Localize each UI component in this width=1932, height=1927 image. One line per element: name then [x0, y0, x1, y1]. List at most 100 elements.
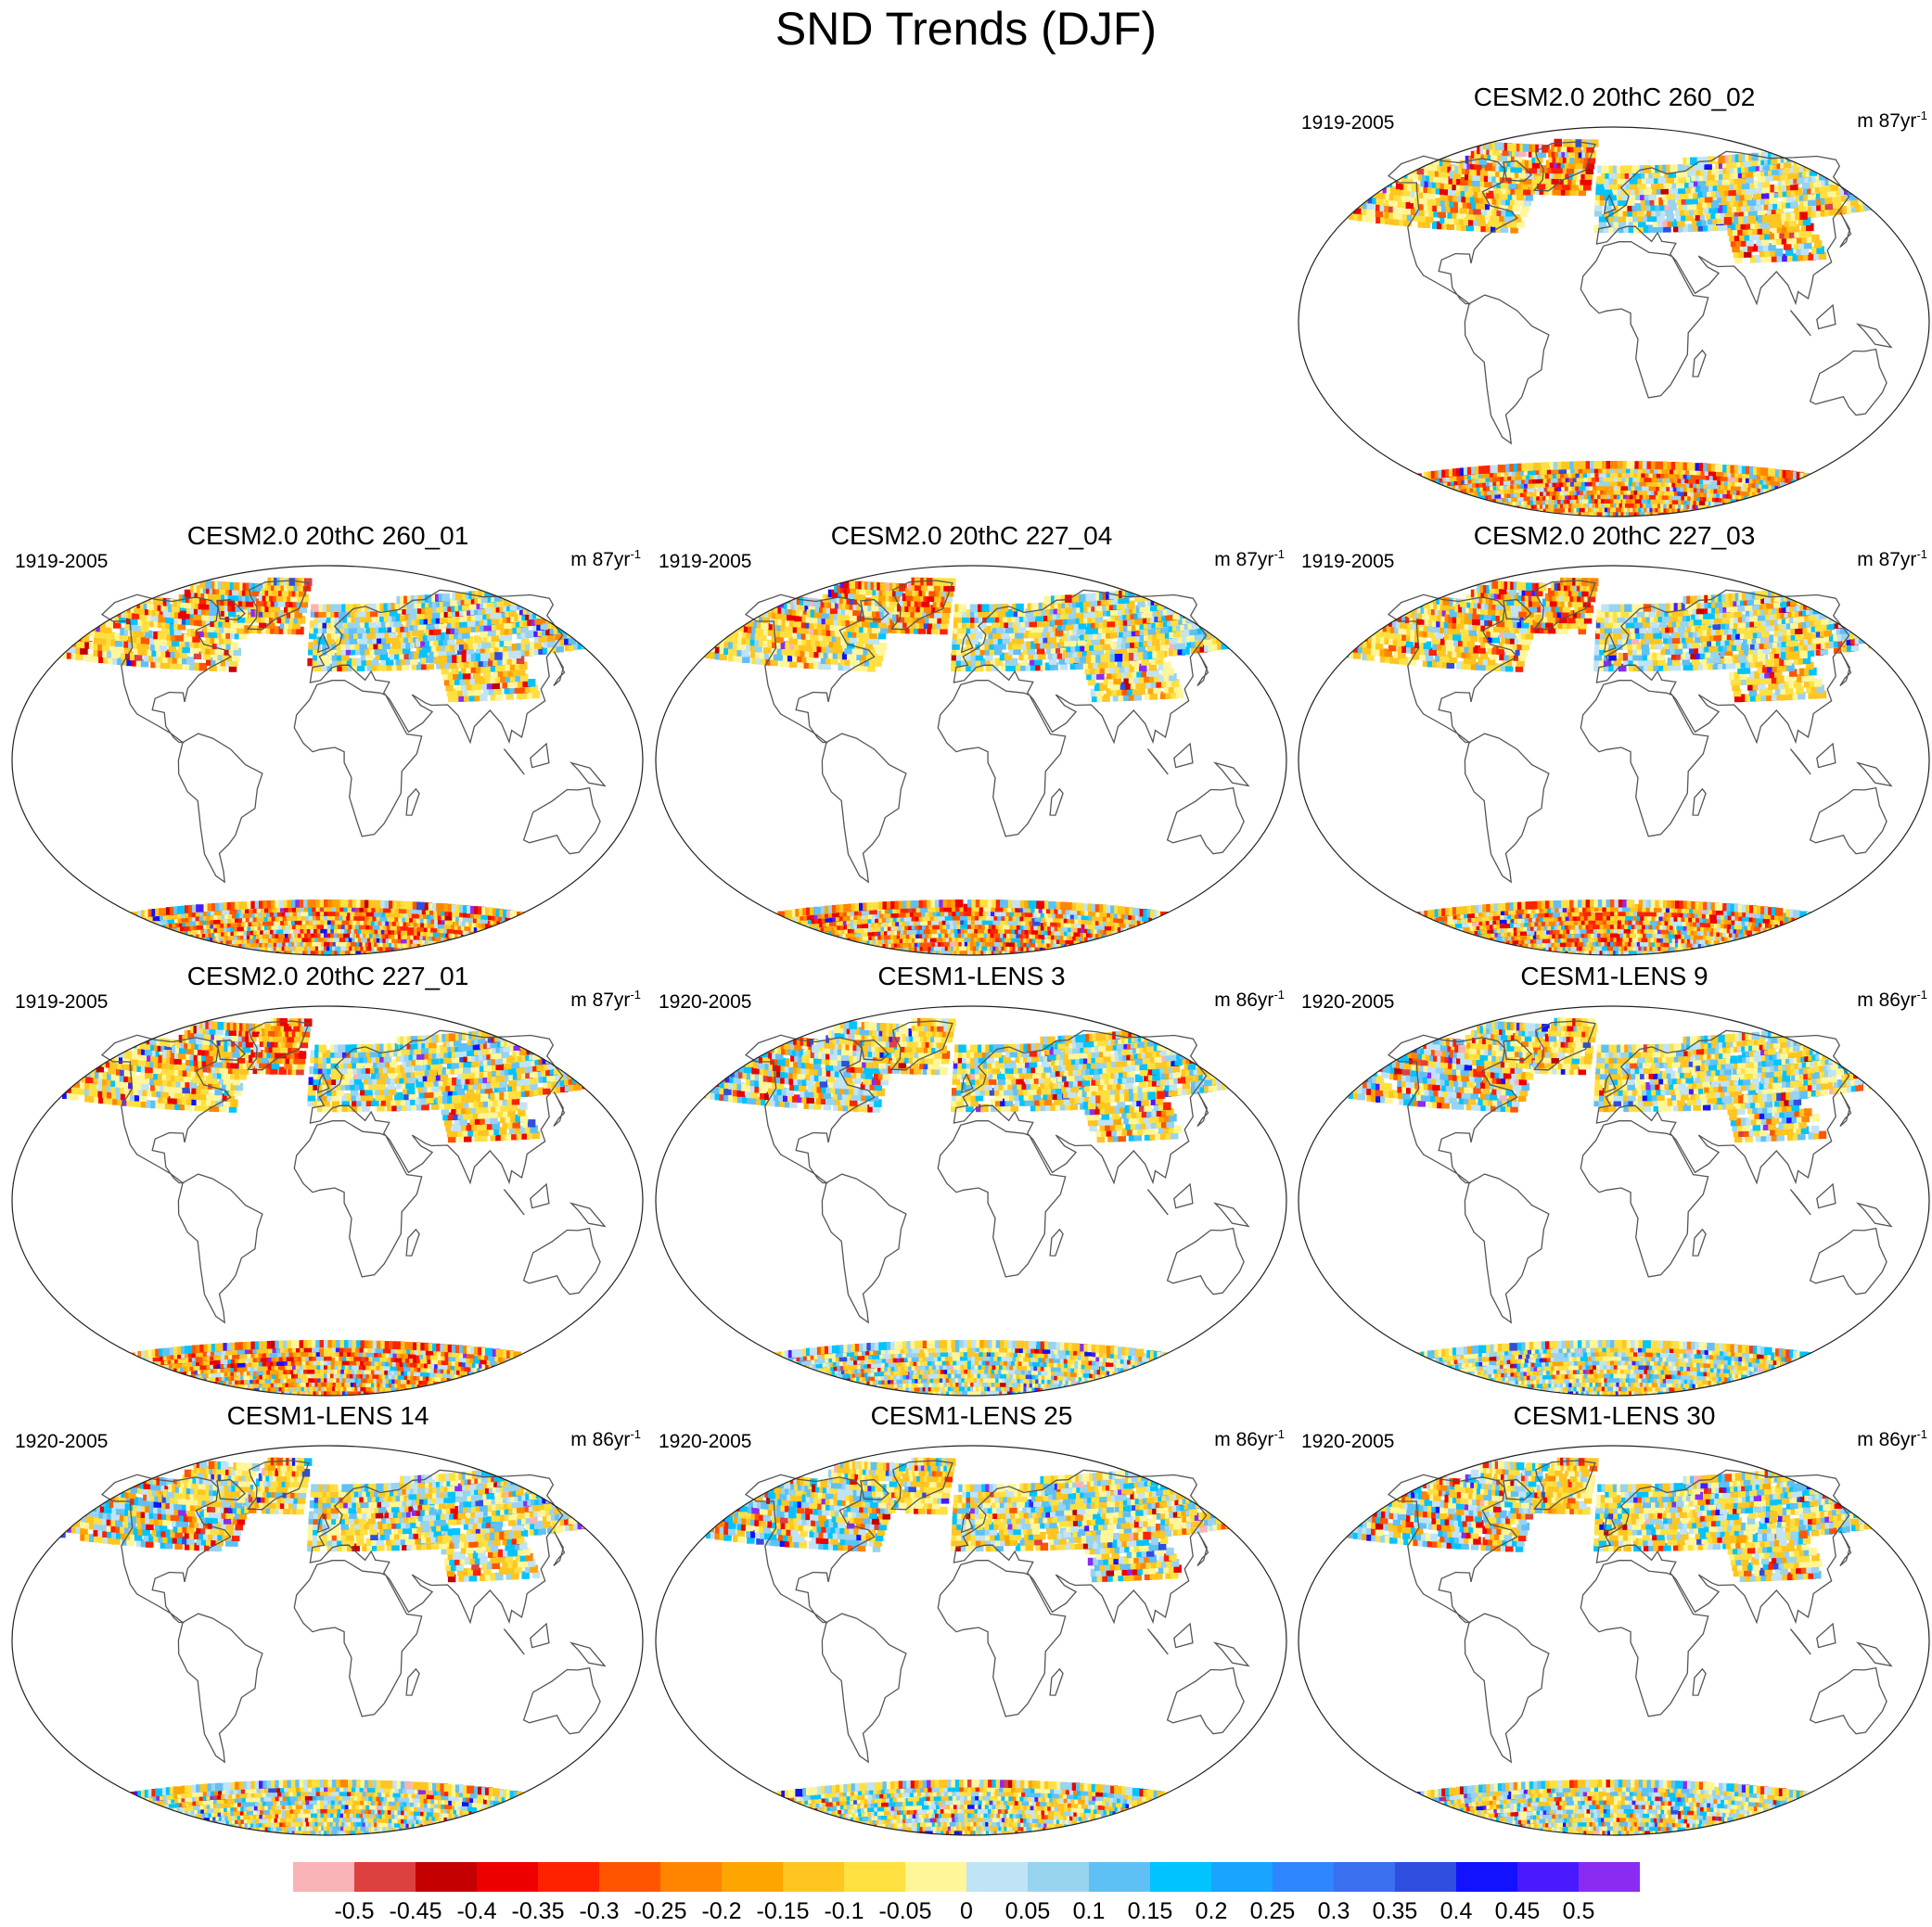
- antarctic-trend-cell: [1709, 509, 1719, 517]
- trend-cell: [492, 681, 500, 689]
- trend-cell: [416, 628, 424, 636]
- antarctic-trend-cell: [163, 947, 173, 955]
- antarctic-trend-cell: [238, 951, 248, 955]
- trend-cell: [299, 605, 308, 613]
- antarctic-trend-cell: [1424, 480, 1433, 490]
- antarctic-trend-cell: [1657, 495, 1665, 504]
- trend-cell: [1815, 191, 1824, 199]
- trend-cell: [1608, 209, 1617, 217]
- antarctic-trend-cell: [166, 940, 175, 949]
- trend-cell: [1745, 221, 1754, 230]
- trend-cell: [1502, 185, 1510, 195]
- trend-cell: [165, 615, 174, 624]
- antarctic-trend-cell: [1478, 506, 1487, 516]
- trend-cell: [166, 632, 174, 641]
- trend-cell: [1630, 181, 1638, 190]
- trend-cell: [1750, 255, 1759, 263]
- trend-cell: [356, 663, 365, 671]
- trend-cell: [503, 669, 511, 677]
- trend-cell: [1683, 223, 1692, 233]
- trend-cell: [1650, 202, 1658, 211]
- antarctic-trend-cell: [458, 938, 467, 947]
- trend-cell: [1613, 224, 1622, 234]
- antarctic-trend-cell: [1417, 490, 1427, 499]
- antarctic-trend-cell: [364, 925, 373, 934]
- trend-cell: [1596, 176, 1605, 185]
- trend-cell: [182, 644, 190, 654]
- trend-cell: [1843, 174, 1851, 183]
- antarctic-trend-cell: [1497, 465, 1506, 473]
- antarctic-trend-cell: [1630, 465, 1638, 474]
- trend-cell: [1410, 195, 1418, 204]
- trend-cell: [310, 609, 319, 618]
- trend-cell: [1598, 219, 1607, 228]
- antarctic-trend-cell: [1770, 508, 1778, 517]
- trend-cell: [420, 638, 429, 647]
- antarctic-trend-cell: [216, 951, 225, 955]
- trend-cell: [1687, 201, 1695, 211]
- antarctic-trend-cell: [1549, 462, 1557, 470]
- antarctic-trend-cell: [1658, 461, 1668, 470]
- trend-cell: [115, 632, 123, 641]
- trend-cell: [1680, 180, 1688, 189]
- antarctic-trend-cell: [1702, 476, 1711, 485]
- trend-cell: [1493, 202, 1503, 211]
- antarctic-trend-cell: [1475, 500, 1483, 508]
- trend-cell: [1737, 181, 1746, 190]
- trend-cell: [1785, 200, 1794, 209]
- trend-cell: [1629, 171, 1637, 179]
- antarctic-trend-cell: [174, 936, 183, 944]
- trend-cell: [347, 615, 355, 623]
- trend-cell: [1782, 195, 1790, 203]
- antarctic-trend-cell: [172, 939, 180, 948]
- trend-cell: [1648, 170, 1657, 179]
- trend-cell: [401, 640, 409, 649]
- trend-cell: [208, 630, 216, 638]
- trend-cell: [493, 593, 503, 602]
- antarctic-trend-cell: [1516, 463, 1526, 472]
- antarctic-trend-cell: [1417, 486, 1426, 494]
- trend-cell: [373, 641, 381, 650]
- trend-cell: [1443, 181, 1452, 190]
- trend-cell: [1406, 207, 1414, 215]
- trend-cell: [1496, 158, 1504, 167]
- trend-cell: [449, 660, 457, 669]
- trend-cell: [133, 646, 142, 656]
- antarctic-trend-cell: [166, 933, 174, 941]
- trend-cell: [1466, 200, 1475, 209]
- trend-cell: [1500, 153, 1509, 161]
- trend-cell: [1640, 171, 1649, 179]
- antarctic-trend-cell: [1642, 482, 1650, 491]
- antarctic-trend-cell: [1437, 503, 1446, 511]
- antarctic-trend-cell: [188, 938, 197, 947]
- trend-cell: [1528, 176, 1536, 185]
- trend-cell: [461, 683, 469, 691]
- trend-cell: [1813, 240, 1823, 249]
- antarctic-trend-cell: [199, 945, 208, 953]
- trend-cell: [226, 619, 235, 629]
- coastline: [1464, 294, 1550, 445]
- trend-cell: [1439, 186, 1448, 195]
- trend-cell: [441, 655, 451, 664]
- antarctic-trend-cell: [1494, 491, 1503, 499]
- trend-cell: [1833, 195, 1841, 203]
- trend-cell: [198, 662, 208, 671]
- antarctic-trend-cell: [1726, 506, 1734, 515]
- trend-cell: [341, 652, 350, 661]
- trend-cell: [1846, 167, 1855, 176]
- antarctic-trend-cell: [1553, 462, 1562, 470]
- antarctic-trend-cell: [1414, 482, 1424, 491]
- antarctic-trend-cell: [1390, 481, 1400, 491]
- antarctic-trend-cell: [1452, 502, 1462, 510]
- antarctic-trend-cell: [1449, 494, 1458, 503]
- trend-cell: [394, 651, 403, 660]
- antarctic-trend-cell: [149, 938, 159, 947]
- trend-cell: [1651, 208, 1659, 217]
- antarctic-trend-cell: [177, 949, 186, 955]
- trend-cell: [508, 650, 517, 659]
- trend-cell: [70, 645, 80, 654]
- antarctic-trend-cell: [215, 948, 224, 955]
- trend-cell: [416, 662, 425, 670]
- trend-cell: [1700, 195, 1708, 203]
- trend-cell: [1741, 181, 1750, 189]
